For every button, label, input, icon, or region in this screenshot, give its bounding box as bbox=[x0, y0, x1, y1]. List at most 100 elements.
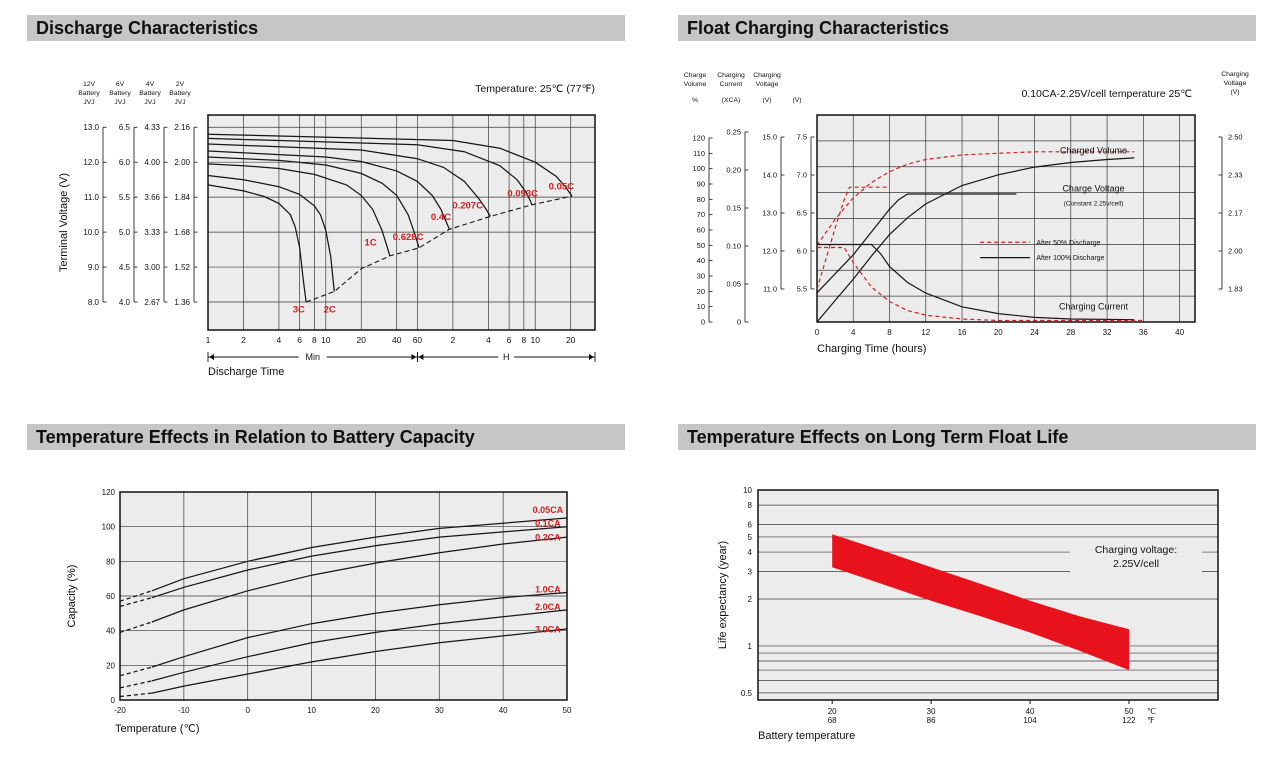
svg-text:(XCA): (XCA) bbox=[722, 97, 741, 104]
svg-text:2.00: 2.00 bbox=[174, 158, 190, 167]
svg-text:8: 8 bbox=[521, 335, 526, 345]
svg-text:15.0: 15.0 bbox=[762, 133, 777, 142]
svg-text:℃: ℃ bbox=[1147, 707, 1156, 716]
svg-text:2: 2 bbox=[748, 595, 753, 604]
svg-text:10: 10 bbox=[530, 335, 540, 345]
svg-text:5: 5 bbox=[748, 533, 753, 542]
svg-text:4: 4 bbox=[748, 548, 753, 557]
svg-text:0: 0 bbox=[245, 706, 250, 715]
svg-text:H: H bbox=[503, 352, 510, 362]
svg-text:3C: 3C bbox=[293, 305, 305, 316]
svg-text:2.0CA: 2.0CA bbox=[535, 602, 561, 612]
svg-text:Charging Time (hours): Charging Time (hours) bbox=[817, 343, 926, 355]
svg-text:0.05CA: 0.05CA bbox=[533, 505, 564, 515]
svg-text:10: 10 bbox=[743, 486, 752, 495]
svg-text:50: 50 bbox=[697, 241, 705, 250]
svg-text:104: 104 bbox=[1023, 716, 1037, 725]
svg-text:℉: ℉ bbox=[1147, 716, 1155, 725]
svg-text:Temperature: 25℃ (77℉): Temperature: 25℃ (77℉) bbox=[475, 83, 595, 95]
svg-text:2C: 2C bbox=[324, 305, 336, 316]
svg-text:%: % bbox=[692, 97, 698, 104]
svg-text:3: 3 bbox=[748, 568, 753, 577]
temp-capacity-section-title: Temperature Effects in Relation to Batte… bbox=[27, 424, 625, 450]
svg-text:60: 60 bbox=[697, 226, 705, 235]
svg-text:70: 70 bbox=[697, 210, 705, 219]
svg-text:0.10: 0.10 bbox=[726, 242, 741, 251]
svg-text:4: 4 bbox=[486, 335, 491, 345]
svg-text:6V: 6V bbox=[116, 81, 125, 88]
svg-text:8: 8 bbox=[312, 335, 317, 345]
svg-text:2V: 2V bbox=[176, 81, 185, 88]
svg-text:Voltage: Voltage bbox=[1224, 80, 1247, 87]
svg-text:100: 100 bbox=[102, 523, 116, 532]
svg-text:3.0CA: 3.0CA bbox=[535, 624, 561, 634]
svg-text:Battery: Battery bbox=[78, 90, 100, 97]
svg-text:Charging: Charging bbox=[1221, 71, 1249, 78]
svg-text:16: 16 bbox=[958, 328, 967, 337]
svg-text:120: 120 bbox=[102, 488, 116, 497]
svg-text:4: 4 bbox=[277, 335, 282, 345]
svg-text:Battery: Battery bbox=[139, 90, 161, 97]
svg-text:36: 36 bbox=[1139, 328, 1148, 337]
svg-text:7.0: 7.0 bbox=[797, 171, 807, 180]
svg-text:11.0: 11.0 bbox=[84, 193, 100, 202]
svg-text:6: 6 bbox=[507, 335, 512, 345]
svg-text:40: 40 bbox=[1175, 328, 1184, 337]
svg-text:Charge: Charge bbox=[684, 72, 707, 79]
svg-text:After 50% Discharge: After 50% Discharge bbox=[1036, 240, 1100, 247]
svg-text:13.0: 13.0 bbox=[762, 209, 777, 218]
svg-text:Discharge Time: Discharge Time bbox=[208, 366, 284, 378]
svg-text:1.0CA: 1.0CA bbox=[535, 585, 561, 595]
svg-text:Capacity (%): Capacity (%) bbox=[66, 565, 78, 628]
svg-text:30: 30 bbox=[435, 706, 444, 715]
svg-text:86: 86 bbox=[927, 716, 936, 725]
svg-text:Charging: Charging bbox=[717, 72, 745, 79]
svg-text:80: 80 bbox=[697, 195, 705, 204]
svg-text:After 100% Discharge: After 100% Discharge bbox=[1036, 255, 1104, 262]
discharge-section-title: Discharge Characteristics bbox=[27, 15, 625, 41]
svg-text:0.20: 0.20 bbox=[726, 166, 741, 175]
svg-text:1.83: 1.83 bbox=[1228, 285, 1243, 294]
svg-text:50: 50 bbox=[563, 706, 572, 715]
svg-text:2.16: 2.16 bbox=[174, 123, 190, 132]
svg-text:14.0: 14.0 bbox=[762, 171, 777, 180]
svg-text:6.0: 6.0 bbox=[119, 158, 131, 167]
svg-text:Temperature (℃): Temperature (℃) bbox=[115, 723, 200, 735]
svg-text:2.50: 2.50 bbox=[1228, 133, 1243, 142]
svg-text:Current: Current bbox=[720, 81, 743, 88]
svg-text:4.5: 4.5 bbox=[119, 263, 131, 272]
svg-text:Battery temperature: Battery temperature bbox=[758, 730, 855, 742]
svg-text:2.00: 2.00 bbox=[1228, 247, 1243, 256]
svg-text:0.5: 0.5 bbox=[741, 689, 753, 698]
svg-text:9.0: 9.0 bbox=[88, 263, 100, 272]
svg-text:7.5: 7.5 bbox=[797, 133, 807, 142]
svg-text:2.33: 2.33 bbox=[1228, 171, 1243, 180]
svg-text:Min: Min bbox=[305, 352, 320, 362]
svg-text:60: 60 bbox=[106, 592, 115, 601]
svg-text:5.0: 5.0 bbox=[119, 228, 131, 237]
svg-text:40: 40 bbox=[1026, 707, 1035, 716]
svg-text:0.1CA: 0.1CA bbox=[535, 519, 561, 529]
svg-text:Battery: Battery bbox=[109, 90, 131, 97]
svg-text:2.25V/cell: 2.25V/cell bbox=[1113, 558, 1159, 570]
svg-text:JVJ: JVJ bbox=[144, 99, 155, 106]
svg-text:Life expectancy (year): Life expectancy (year) bbox=[717, 541, 729, 649]
svg-text:0.15: 0.15 bbox=[726, 204, 741, 213]
svg-text:Charging voltage:: Charging voltage: bbox=[1095, 544, 1177, 556]
svg-text:40: 40 bbox=[392, 335, 402, 345]
svg-text:6: 6 bbox=[297, 335, 302, 345]
svg-text:0: 0 bbox=[701, 318, 705, 327]
svg-text:JVJ: JVJ bbox=[114, 99, 125, 106]
svg-text:-10: -10 bbox=[178, 706, 190, 715]
svg-text:(Constant 2.25v/cell): (Constant 2.25v/cell) bbox=[1064, 200, 1124, 207]
svg-text:1: 1 bbox=[206, 335, 211, 345]
svg-text:40: 40 bbox=[697, 256, 705, 265]
svg-text:3.66: 3.66 bbox=[144, 193, 160, 202]
svg-text:2: 2 bbox=[241, 335, 246, 345]
svg-text:8: 8 bbox=[748, 501, 753, 510]
svg-text:100: 100 bbox=[692, 164, 705, 173]
svg-text:JVJ: JVJ bbox=[83, 99, 94, 106]
svg-text:110: 110 bbox=[693, 149, 705, 158]
svg-text:20: 20 bbox=[828, 707, 837, 716]
